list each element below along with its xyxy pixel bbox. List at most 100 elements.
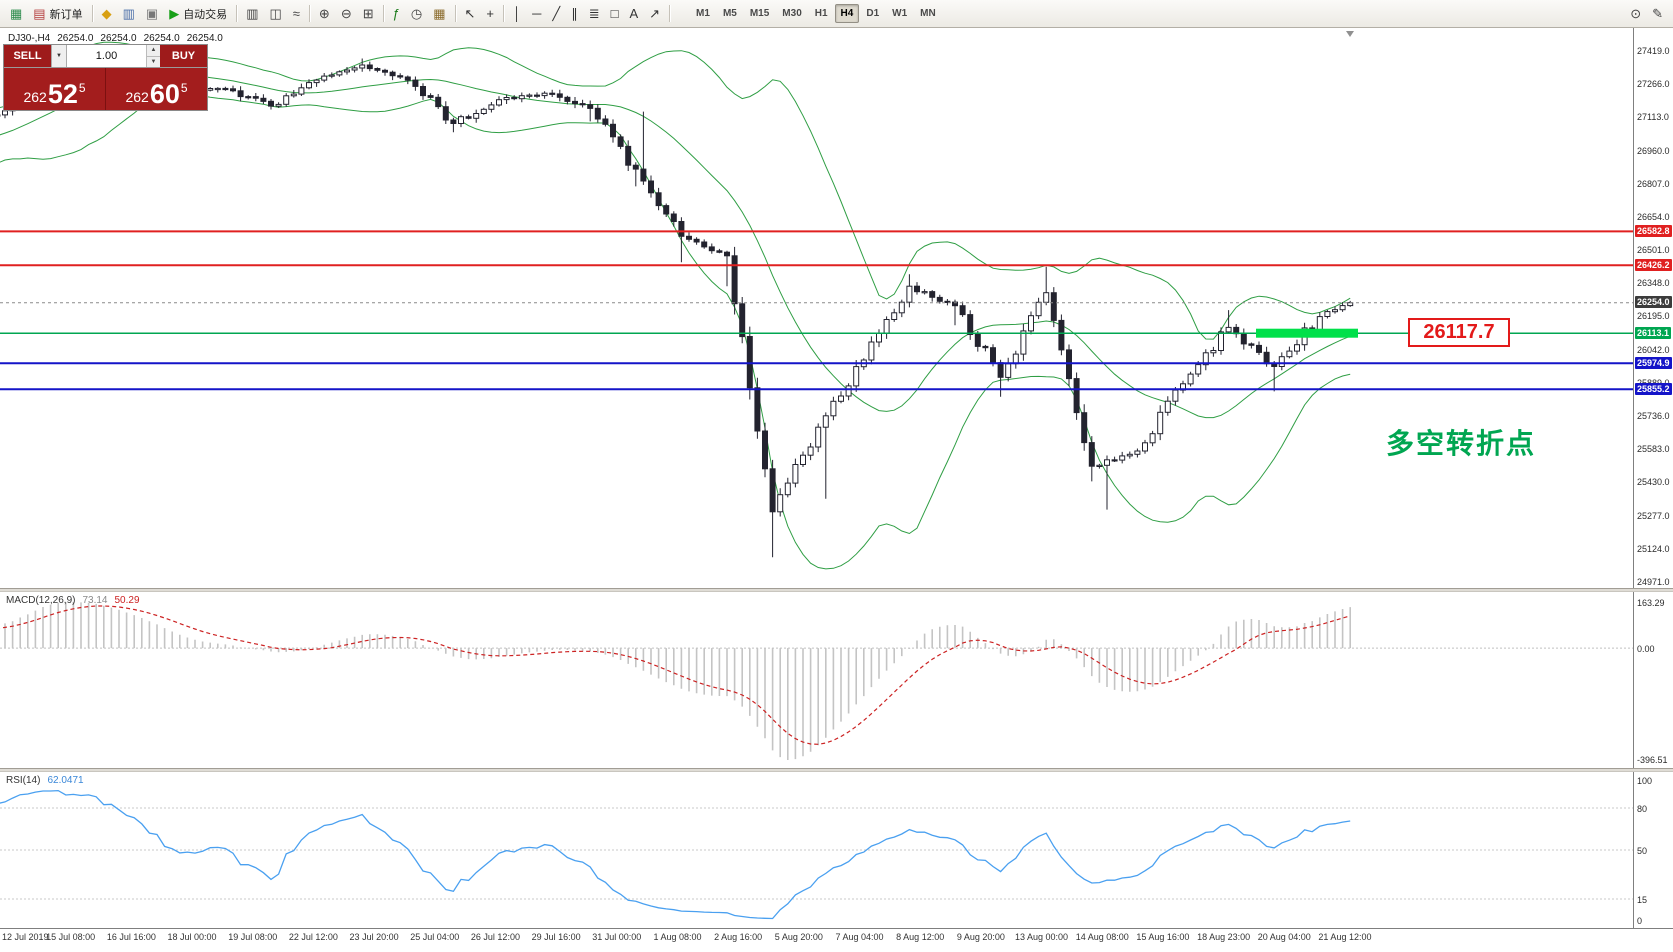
edit-icon[interactable]: ✎ xyxy=(1647,2,1668,26)
time-axis-label: 15 Jul 08:00 xyxy=(46,932,96,942)
time-axis-label: 18 Jul 00:00 xyxy=(167,932,217,942)
market-watch-icon[interactable]: ▥ xyxy=(118,2,140,26)
ohlc-open: 26254.0 xyxy=(57,33,94,44)
timeframe-button-m30[interactable]: M30 xyxy=(782,8,802,19)
fibonacci-icon[interactable]: ≣ xyxy=(584,2,605,26)
line-chart-icon[interactable]: ≈ xyxy=(288,2,305,26)
price-axis-label: 26654.0 xyxy=(1637,211,1670,222)
lot-size-input[interactable] xyxy=(67,45,146,67)
time-axis-label: 22 Jul 12:00 xyxy=(288,932,338,942)
autotrading-icon: ▶ xyxy=(169,6,180,21)
time-axis-label: 1 Aug 08:00 xyxy=(653,932,702,942)
chart-symbol-info: DJ30-,H4 26254.0 26254.0 26254.0 26254.0 xyxy=(8,33,223,44)
rsi-label: RSI(14) 62.0471 xyxy=(6,775,84,786)
rsi-panel[interactable]: RSI(14) 62.0471 xyxy=(0,772,1633,928)
new-order-button[interactable]: ▤ 新订单 xyxy=(28,2,87,26)
data-window-icon[interactable]: ▣ xyxy=(141,2,163,26)
indicators-icon[interactable]: ƒ xyxy=(388,2,405,26)
price-axis-label: 24971.0 xyxy=(1637,576,1670,587)
tile-windows-icon[interactable]: ⊞ xyxy=(358,2,379,26)
macd-name: MACD(12,26,9) xyxy=(6,595,76,606)
rsi-canvas[interactable] xyxy=(0,772,1633,928)
time-axis-label: 12 Jul 2019 xyxy=(2,932,49,942)
macd-signal-value: 50.29 xyxy=(114,595,140,606)
shapes-icon[interactable]: □ xyxy=(606,2,624,26)
time-axis[interactable]: 12 Jul 2019 15 Jul 08:00 16 Jul 16:00 18 Ju… xyxy=(0,928,1673,952)
timeframe-button-w1[interactable]: W1 xyxy=(892,8,908,19)
bar-chart-icon[interactable]: ▥ xyxy=(241,2,263,26)
channel-icon[interactable]: ∥ xyxy=(566,2,583,26)
vertical-line-icon[interactable]: │ xyxy=(508,2,526,26)
search-icon[interactable]: ⊙ xyxy=(1625,2,1646,26)
panel-separator xyxy=(0,588,1673,592)
periods-icon[interactable]: ◷ xyxy=(406,2,427,26)
rsi-name: RSI(14) xyxy=(6,775,41,786)
price-callout: 26117.7 xyxy=(1408,318,1510,347)
time-axis-label: 18 Aug 23:00 xyxy=(1197,932,1251,942)
timeframe-button-m15[interactable]: M15 xyxy=(749,8,770,19)
time-axis-label: 19 Jul 08:00 xyxy=(228,932,278,942)
lot-size-field: ▲ ▼ xyxy=(67,45,160,67)
timeframe-button-d1[interactable]: D1 xyxy=(866,8,880,19)
time-axis-label: 14 Aug 08:00 xyxy=(1075,932,1129,942)
rsi-scale-label: 80 xyxy=(1637,804,1648,814)
macd-canvas[interactable] xyxy=(0,592,1633,768)
order-options-dropdown[interactable]: ▼ xyxy=(51,45,67,67)
timeframe-button-h4[interactable]: H4 xyxy=(834,4,860,23)
new-chart-icon[interactable]: ◆ xyxy=(97,2,117,26)
horizontal-line-icon[interactable]: ─ xyxy=(527,2,546,26)
price-chart-canvas[interactable] xyxy=(0,28,1633,588)
hline-price-tag: 26113.1 xyxy=(1635,326,1672,339)
timeframe-button-m5[interactable]: M5 xyxy=(722,8,737,19)
price-chart-panel[interactable]: DJ30-,H4 26254.0 26254.0 26254.0 26254.0… xyxy=(0,28,1633,588)
symbol-period-label: DJ30-,H4 xyxy=(8,33,51,44)
panel-separator xyxy=(0,768,1673,772)
toolbar: ▦ ▤ 新订单 ◆ ▥ ▣ ▶ 自动交易 ▥ ◫ ≈ ⊕ ⊖ ⊞ ƒ ◷ ▦ ↖ + │ ─ ╱ ∥ ≣ □ A ↗ M1 M5 M15 M… xyxy=(0,0,1673,28)
price-axis-label: 26348.0 xyxy=(1637,278,1670,289)
trendline-icon[interactable]: ╱ xyxy=(547,2,565,26)
sell-price-frac: 5 xyxy=(78,81,86,95)
crosshair-icon[interactable]: + xyxy=(481,2,499,26)
macd-scale-label: 163.29 xyxy=(1637,598,1665,608)
sell-price-prefix: 262 xyxy=(23,89,47,105)
lot-decrease-button[interactable]: ▼ xyxy=(147,55,160,67)
buy-price-frac: 5 xyxy=(180,81,188,95)
timeframe-button-mn[interactable]: MN xyxy=(920,8,936,19)
new-order-icon: ▤ xyxy=(33,6,46,21)
toolbar-separator xyxy=(91,5,93,22)
macd-scale-label: 0.00 xyxy=(1637,644,1655,655)
timeframe-button-h1[interactable]: H1 xyxy=(814,8,828,19)
time-axis-label: 7 Aug 04:00 xyxy=(835,932,884,942)
text-icon[interactable]: A xyxy=(624,2,643,26)
turning-point-annotation: 多空转折点 xyxy=(1386,428,1537,459)
time-axis-label: 13 Aug 00:00 xyxy=(1015,932,1069,942)
buy-price-prefix: 262 xyxy=(125,89,149,105)
price-axis-label: 27419.0 xyxy=(1637,46,1670,56)
macd-panel[interactable]: MACD(12,26,9) 73.14 50.29 xyxy=(0,592,1633,768)
line-chart-icon-glyph: ≈ xyxy=(292,6,300,21)
macd-label: MACD(12,26,9) 73.14 50.29 xyxy=(6,595,140,606)
text-icon-glyph: A xyxy=(629,6,639,21)
price-axis-label: 25583.0 xyxy=(1637,444,1670,455)
buy-button[interactable]: 262 60 5 xyxy=(105,68,207,110)
zoom-in-icon[interactable]: ⊕ xyxy=(314,2,335,26)
app-icon: ▦ xyxy=(5,2,27,26)
price-axis[interactable]: 27419.0 27266.0 27113.0 26960.0 26807.0 26654… xyxy=(1633,28,1673,928)
new-order-button-label: 新订单 xyxy=(49,8,83,21)
cursor-icon[interactable]: ↖ xyxy=(460,2,481,26)
app-icon-glyph: ▦ xyxy=(10,6,23,21)
sell-button[interactable]: 262 52 5 xyxy=(4,68,105,110)
templates-icon[interactable]: ▦ xyxy=(428,2,450,26)
ohlc-close: 26254.0 xyxy=(186,33,223,44)
zoom-out-icon[interactable]: ⊖ xyxy=(336,2,357,26)
lot-increase-button[interactable]: ▲ xyxy=(147,45,160,56)
arrows-icon[interactable]: ↗ xyxy=(644,2,665,26)
autotrading-button[interactable]: ▶ 自动交易 xyxy=(164,2,232,26)
toolbar-separator xyxy=(382,5,384,22)
hline-price-tag: 25855.2 xyxy=(1635,382,1672,395)
timeframe-button-m1[interactable]: M1 xyxy=(696,8,710,19)
candlestick-chart-icon[interactable]: ◫ xyxy=(264,2,286,26)
rsi-scale-label: 50 xyxy=(1637,846,1648,856)
current-price-tag: 26254.0 xyxy=(1635,296,1672,309)
